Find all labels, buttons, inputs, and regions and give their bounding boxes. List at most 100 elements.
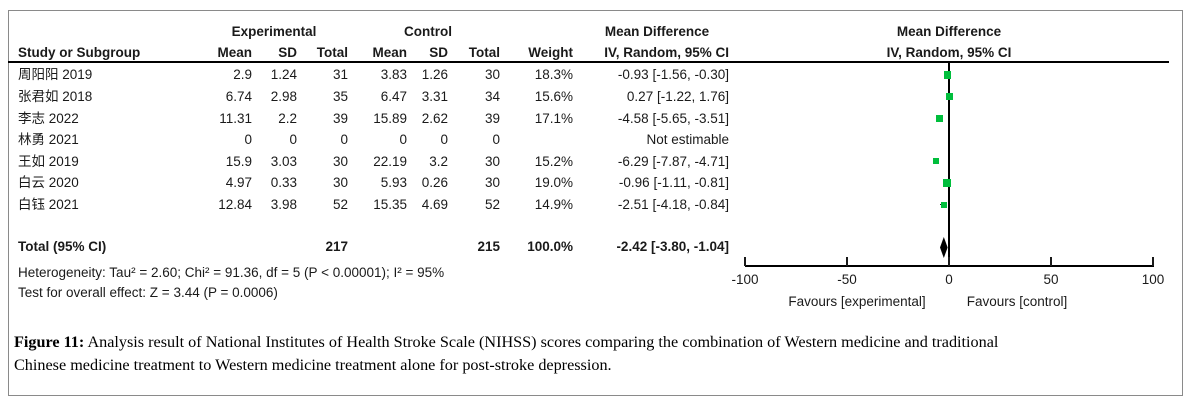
study-marker-square	[943, 71, 951, 79]
col-total-ctrl: Total	[468, 45, 500, 60]
sd-exp: 3.03	[270, 153, 297, 169]
overall-effect-text: Test for overall effect: Z = 3.44 (P = 0…	[18, 284, 278, 300]
header-mean-difference-plot: Mean Difference	[896, 24, 1002, 39]
study-name: 白云 2020	[18, 175, 79, 190]
mean-ctrl: 6.47	[380, 88, 407, 104]
weight: 15.2%	[534, 153, 573, 169]
weight: 19.0%	[534, 175, 573, 190]
mean-exp: 15.9	[225, 153, 252, 169]
sd-ctrl: 3.2	[429, 153, 448, 169]
caption-label: Figure 11:	[14, 333, 85, 351]
tick-label: -100	[731, 272, 759, 287]
table-row: 周阳阳 2019 2.9 1.24 31 3.83 1.26 30 18.3% …	[0, 67, 1191, 83]
study-marker-square	[933, 158, 940, 165]
mean-ctrl: 22.19	[373, 153, 407, 169]
table-row: 王如 2019 15.9 3.03 30 22.19 3.2 30 15.2% …	[0, 154, 1191, 170]
ci-text: -6.29 [-7.87, -4.71]	[617, 153, 729, 169]
sd-ctrl: 3.31	[421, 88, 448, 104]
mean-exp: 11.31	[219, 110, 252, 126]
total-diamond	[940, 236, 948, 258]
col-total-exp: Total	[316, 45, 348, 60]
header-rule	[8, 61, 1169, 63]
figure-border	[8, 10, 1183, 396]
x-axis-line	[745, 265, 1154, 267]
favours-control-label: Favours [control]	[966, 294, 1068, 309]
favours-experimental-label: Favours [experimental]	[788, 294, 926, 309]
figure-caption: Figure 11: Analysis result of National I…	[14, 331, 1176, 376]
tick-label: -50	[837, 272, 857, 287]
total-ctrl: 30	[484, 67, 500, 82]
study-name: 林勇 2021	[18, 132, 79, 147]
total-exp: 39	[332, 110, 348, 126]
total-ctrl-sum: 215	[477, 239, 500, 254]
axis-tick	[948, 257, 950, 266]
weight: 18.3%	[534, 67, 573, 82]
total-weight: 100.0%	[527, 239, 573, 254]
col-iv-ci: IV, Random, 95% CI	[604, 45, 729, 60]
ci-text: Not estimable	[646, 132, 729, 147]
total-exp: 35	[332, 88, 348, 104]
header-mean-difference-table: Mean Difference	[604, 24, 710, 39]
mean-exp: 0	[244, 132, 252, 147]
axis-tick	[744, 257, 746, 266]
total-row: Total (95% CI) 217 215 100.0% -2.42 [-3.…	[0, 239, 1191, 255]
table-row: 林勇 2021 0 0 0 0 0 0 Not estimable	[0, 132, 1191, 148]
study-name: 李志 2022	[18, 110, 79, 126]
sd-ctrl: 0	[440, 132, 448, 147]
sd-exp: 1.24	[270, 67, 297, 82]
col-weight: Weight	[528, 45, 573, 60]
total-exp: 0	[340, 132, 348, 147]
col-mean-ctrl: Mean	[372, 45, 407, 60]
header-control: Control	[404, 24, 452, 39]
col-study: Study or Subgroup	[18, 45, 141, 60]
mean-ctrl: 5.93	[380, 175, 407, 190]
sd-exp: 0.33	[270, 175, 297, 190]
study-name: 王如 2019	[18, 153, 79, 169]
header-experimental: Experimental	[231, 24, 317, 39]
total-ctrl: 34	[484, 88, 500, 104]
total-exp: 52	[332, 196, 348, 212]
sd-exp: 0	[289, 132, 297, 147]
sd-exp: 2.2	[278, 110, 297, 126]
weight: 14.9%	[534, 196, 573, 212]
col-sd-ctrl: SD	[429, 45, 448, 60]
mean-ctrl: 0	[399, 132, 407, 147]
total-ci: -2.42 [-3.80, -1.04]	[616, 239, 729, 254]
sd-exp: 2.98	[270, 88, 297, 104]
ci-text: -0.96 [-1.11, -0.81]	[618, 175, 729, 190]
heterogeneity-text: Heterogeneity: Tau² = 2.60; Chi² = 91.36…	[18, 265, 445, 280]
table-row: 张君如 2018 6.74 2.98 35 6.47 3.31 34 15.6%…	[0, 89, 1191, 105]
total-exp: 31	[332, 67, 348, 82]
mean-ctrl: 15.35	[373, 196, 407, 212]
weight: 17.1%	[534, 110, 573, 126]
ci-text: 0.27 [-1.22, 1.76]	[626, 88, 729, 104]
total-ctrl: 0	[492, 132, 500, 147]
ci-text: -4.58 [-5.65, -3.51]	[617, 110, 729, 126]
total-exp: 30	[332, 175, 348, 190]
total-ctrl: 52	[484, 196, 500, 212]
study-marker-square	[943, 179, 951, 187]
sd-ctrl: 2.62	[421, 110, 448, 126]
weight: 15.6%	[534, 88, 573, 104]
mean-exp: 4.97	[225, 175, 252, 190]
tick-label: 100	[1141, 272, 1165, 287]
total-ctrl: 30	[484, 175, 500, 190]
table-row: 白云 2020 4.97 0.33 30 5.93 0.26 30 19.0% …	[0, 175, 1191, 191]
study-marker-square	[940, 201, 947, 208]
tick-label: 0	[945, 272, 953, 287]
sd-exp: 3.98	[270, 196, 297, 212]
total-exp-sum: 217	[325, 239, 348, 254]
zero-line	[948, 63, 950, 267]
table-row: 李志 2022 11.31 2.2 39 15.89 2.62 39 17.1%…	[0, 111, 1191, 127]
total-ctrl: 39	[484, 110, 500, 126]
ci-text: -2.51 [-4.18, -0.84]	[617, 196, 729, 212]
total-label: Total (95% CI)	[18, 239, 107, 254]
total-ctrl: 30	[484, 153, 500, 169]
axis-tick	[846, 257, 848, 266]
sd-ctrl: 0.26	[421, 175, 448, 190]
mean-ctrl: 15.89	[373, 110, 407, 126]
study-name: 周阳阳 2019	[18, 67, 93, 82]
table-row: 白钰 2021 12.84 3.98 52 15.35 4.69 52 14.9…	[0, 197, 1191, 213]
axis-tick	[1152, 257, 1154, 266]
